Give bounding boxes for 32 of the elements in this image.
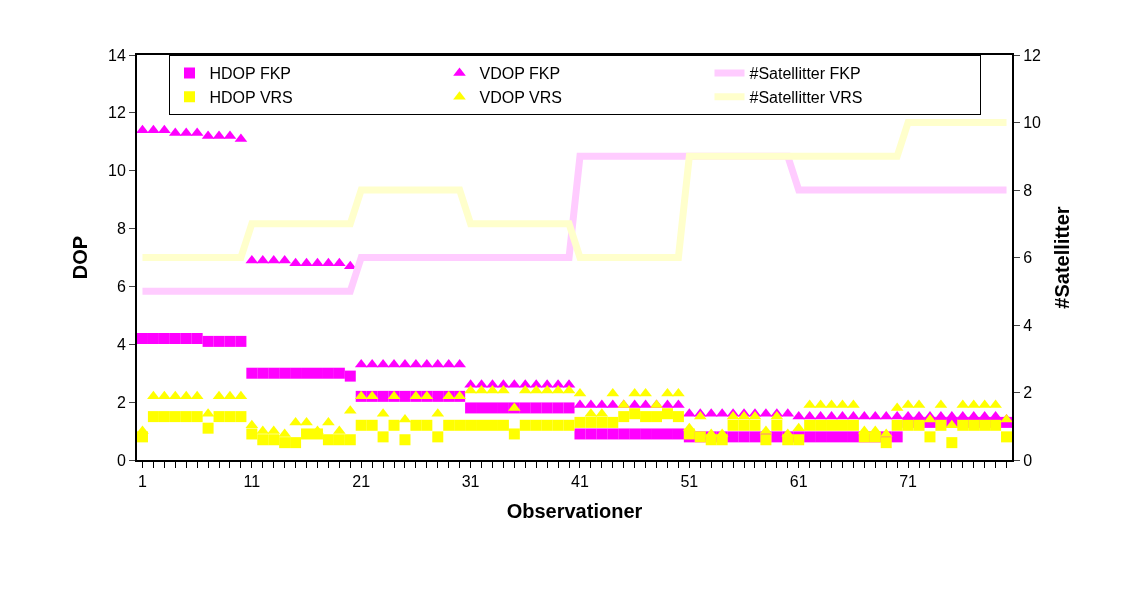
y2-tick-label: 8 (1023, 181, 1033, 199)
y2-tick-label: 0 (1023, 451, 1033, 469)
legend-label: HDOP VRS (209, 88, 293, 106)
x-tick-label: 71 (899, 473, 918, 491)
y-tick-label: 14 (108, 46, 126, 64)
y2-tick-label: 10 (1023, 114, 1042, 132)
x-tick-label: 31 (461, 473, 480, 491)
legend-label: #Satellitter FKP (749, 65, 861, 83)
x-tick-label: 51 (680, 473, 699, 491)
legend-label: VDOP FKP (479, 65, 561, 83)
legend-label: VDOP VRS (479, 88, 562, 106)
y2-tick-label: 2 (1023, 384, 1033, 402)
x-tick-label: 1 (138, 473, 148, 491)
legend-label: #Satellitter VRS (749, 88, 863, 106)
y-tick-label: 4 (116, 335, 126, 353)
y-tick-label: 12 (108, 104, 126, 122)
y-tick-label: 6 (116, 278, 126, 296)
y-tick-label: 10 (108, 162, 126, 180)
x-tick-label: 21 (352, 473, 371, 491)
y-tick-label: 8 (116, 220, 126, 238)
x-tick-label: 61 (789, 473, 808, 491)
x-tick-label: 41 (571, 473, 589, 491)
legend-label: HDOP FKP (209, 65, 291, 83)
y2-tick-label: 4 (1023, 316, 1033, 334)
x-axis-title: Observationer (506, 500, 643, 523)
y-tick-label: 2 (116, 393, 126, 411)
y2-axis-title: #Satellitter (1051, 206, 1074, 309)
y-axis-title: DOP (69, 235, 91, 280)
y2-tick-label: 6 (1023, 249, 1033, 267)
y2-tick-label: 12 (1023, 46, 1042, 64)
y-tick-label: 0 (116, 451, 126, 469)
x-tick-label: 11 (243, 473, 261, 491)
